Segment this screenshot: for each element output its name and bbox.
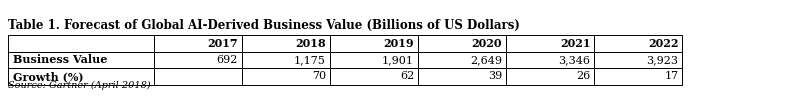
Bar [8, 52, 153, 68]
Bar [594, 52, 682, 68]
Text: 1,901: 1,901 [382, 55, 414, 65]
Bar [153, 52, 242, 68]
Bar [242, 35, 330, 52]
Bar [506, 35, 594, 52]
Bar [153, 68, 242, 84]
Bar [153, 35, 242, 52]
Bar [506, 52, 594, 68]
Text: 2018: 2018 [295, 38, 326, 49]
Text: Business Value: Business Value [13, 54, 107, 65]
Bar [330, 35, 418, 52]
Bar [506, 68, 594, 84]
Text: 2022: 2022 [648, 38, 678, 49]
Text: 70: 70 [312, 71, 326, 81]
Text: 62: 62 [400, 71, 414, 81]
Text: Growth (%): Growth (%) [13, 71, 83, 82]
Text: 2017: 2017 [207, 38, 238, 49]
Text: 2020: 2020 [471, 38, 502, 49]
Text: 692: 692 [216, 55, 238, 65]
Text: 3,346: 3,346 [558, 55, 590, 65]
Bar [330, 68, 418, 84]
Text: 1,175: 1,175 [294, 55, 326, 65]
Bar [8, 35, 153, 52]
Bar [8, 68, 153, 84]
Bar [594, 35, 682, 52]
Text: 2021: 2021 [560, 38, 590, 49]
Text: 39: 39 [488, 71, 502, 81]
Bar [330, 52, 418, 68]
Bar [242, 68, 330, 84]
Text: 3,923: 3,923 [646, 55, 678, 65]
Bar [418, 68, 506, 84]
Text: 2019: 2019 [383, 38, 414, 49]
Text: 26: 26 [576, 71, 590, 81]
Text: Table 1. Forecast of Global AI-Derived Business Value (Billions of US Dollars): Table 1. Forecast of Global AI-Derived B… [8, 19, 520, 32]
Bar [594, 68, 682, 84]
Bar [418, 35, 506, 52]
Bar [242, 52, 330, 68]
Text: 17: 17 [664, 71, 678, 81]
Text: Source: Gartner (April 2018): Source: Gartner (April 2018) [8, 81, 150, 90]
Text: 2,649: 2,649 [470, 55, 502, 65]
Bar [418, 52, 506, 68]
